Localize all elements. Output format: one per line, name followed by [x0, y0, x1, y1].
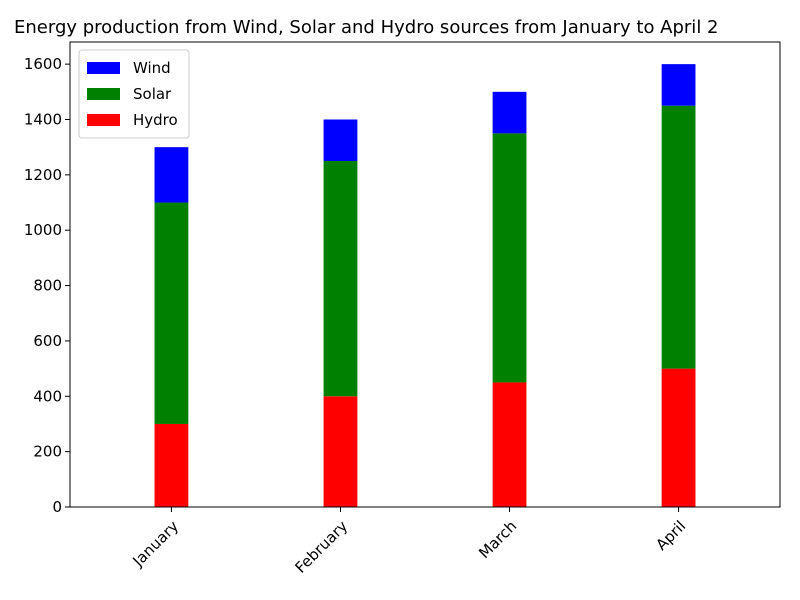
x-axis: January February March April	[129, 507, 689, 577]
y-tick-label: 800	[33, 277, 62, 295]
bar-hydro-january	[154, 423, 189, 507]
bar-wind-february	[323, 119, 358, 162]
bars	[154, 64, 696, 507]
y-tick-label: 1400	[24, 111, 62, 129]
y-axis: 0 200 400 600 800 1000 1200 1400 1600	[24, 55, 70, 516]
bar-hydro-february	[323, 396, 358, 507]
y-tick-label: 1200	[24, 166, 62, 184]
x-tick-label: January	[129, 517, 183, 571]
y-tick-label: 600	[33, 332, 62, 350]
y-tick-label: 1000	[24, 221, 62, 239]
y-tick-label: 0	[52, 498, 62, 516]
bar-solar-february	[323, 161, 358, 397]
chart-title: Energy production from Wind, Solar and H…	[14, 17, 719, 38]
y-tick-label: 400	[33, 387, 62, 405]
plot-frame	[69, 41, 781, 508]
x-tick-label: April	[652, 517, 689, 554]
legend-swatch-hydro	[87, 114, 120, 126]
legend-label-solar: Solar	[133, 85, 172, 103]
bar-hydro-april	[661, 368, 696, 507]
bar-solar-april	[661, 105, 696, 369]
bar-hydro-march	[492, 382, 527, 507]
legend-swatch-solar	[87, 88, 120, 100]
legend-label-wind: Wind	[133, 59, 171, 77]
x-tick-label: March	[475, 517, 520, 562]
bar-wind-january	[154, 147, 189, 203]
legend-label-hydro: Hydro	[133, 111, 178, 129]
y-tick-label: 200	[33, 443, 62, 461]
bar-wind-march	[492, 91, 527, 134]
x-tick-label: February	[291, 517, 351, 577]
y-tick-label: 1600	[24, 55, 62, 73]
bar-wind-april	[661, 64, 696, 106]
bar-solar-january	[154, 202, 189, 424]
legend: Wind Solar Hydro	[78, 49, 190, 139]
bar-solar-march	[492, 133, 527, 383]
legend-swatch-wind	[87, 62, 120, 74]
